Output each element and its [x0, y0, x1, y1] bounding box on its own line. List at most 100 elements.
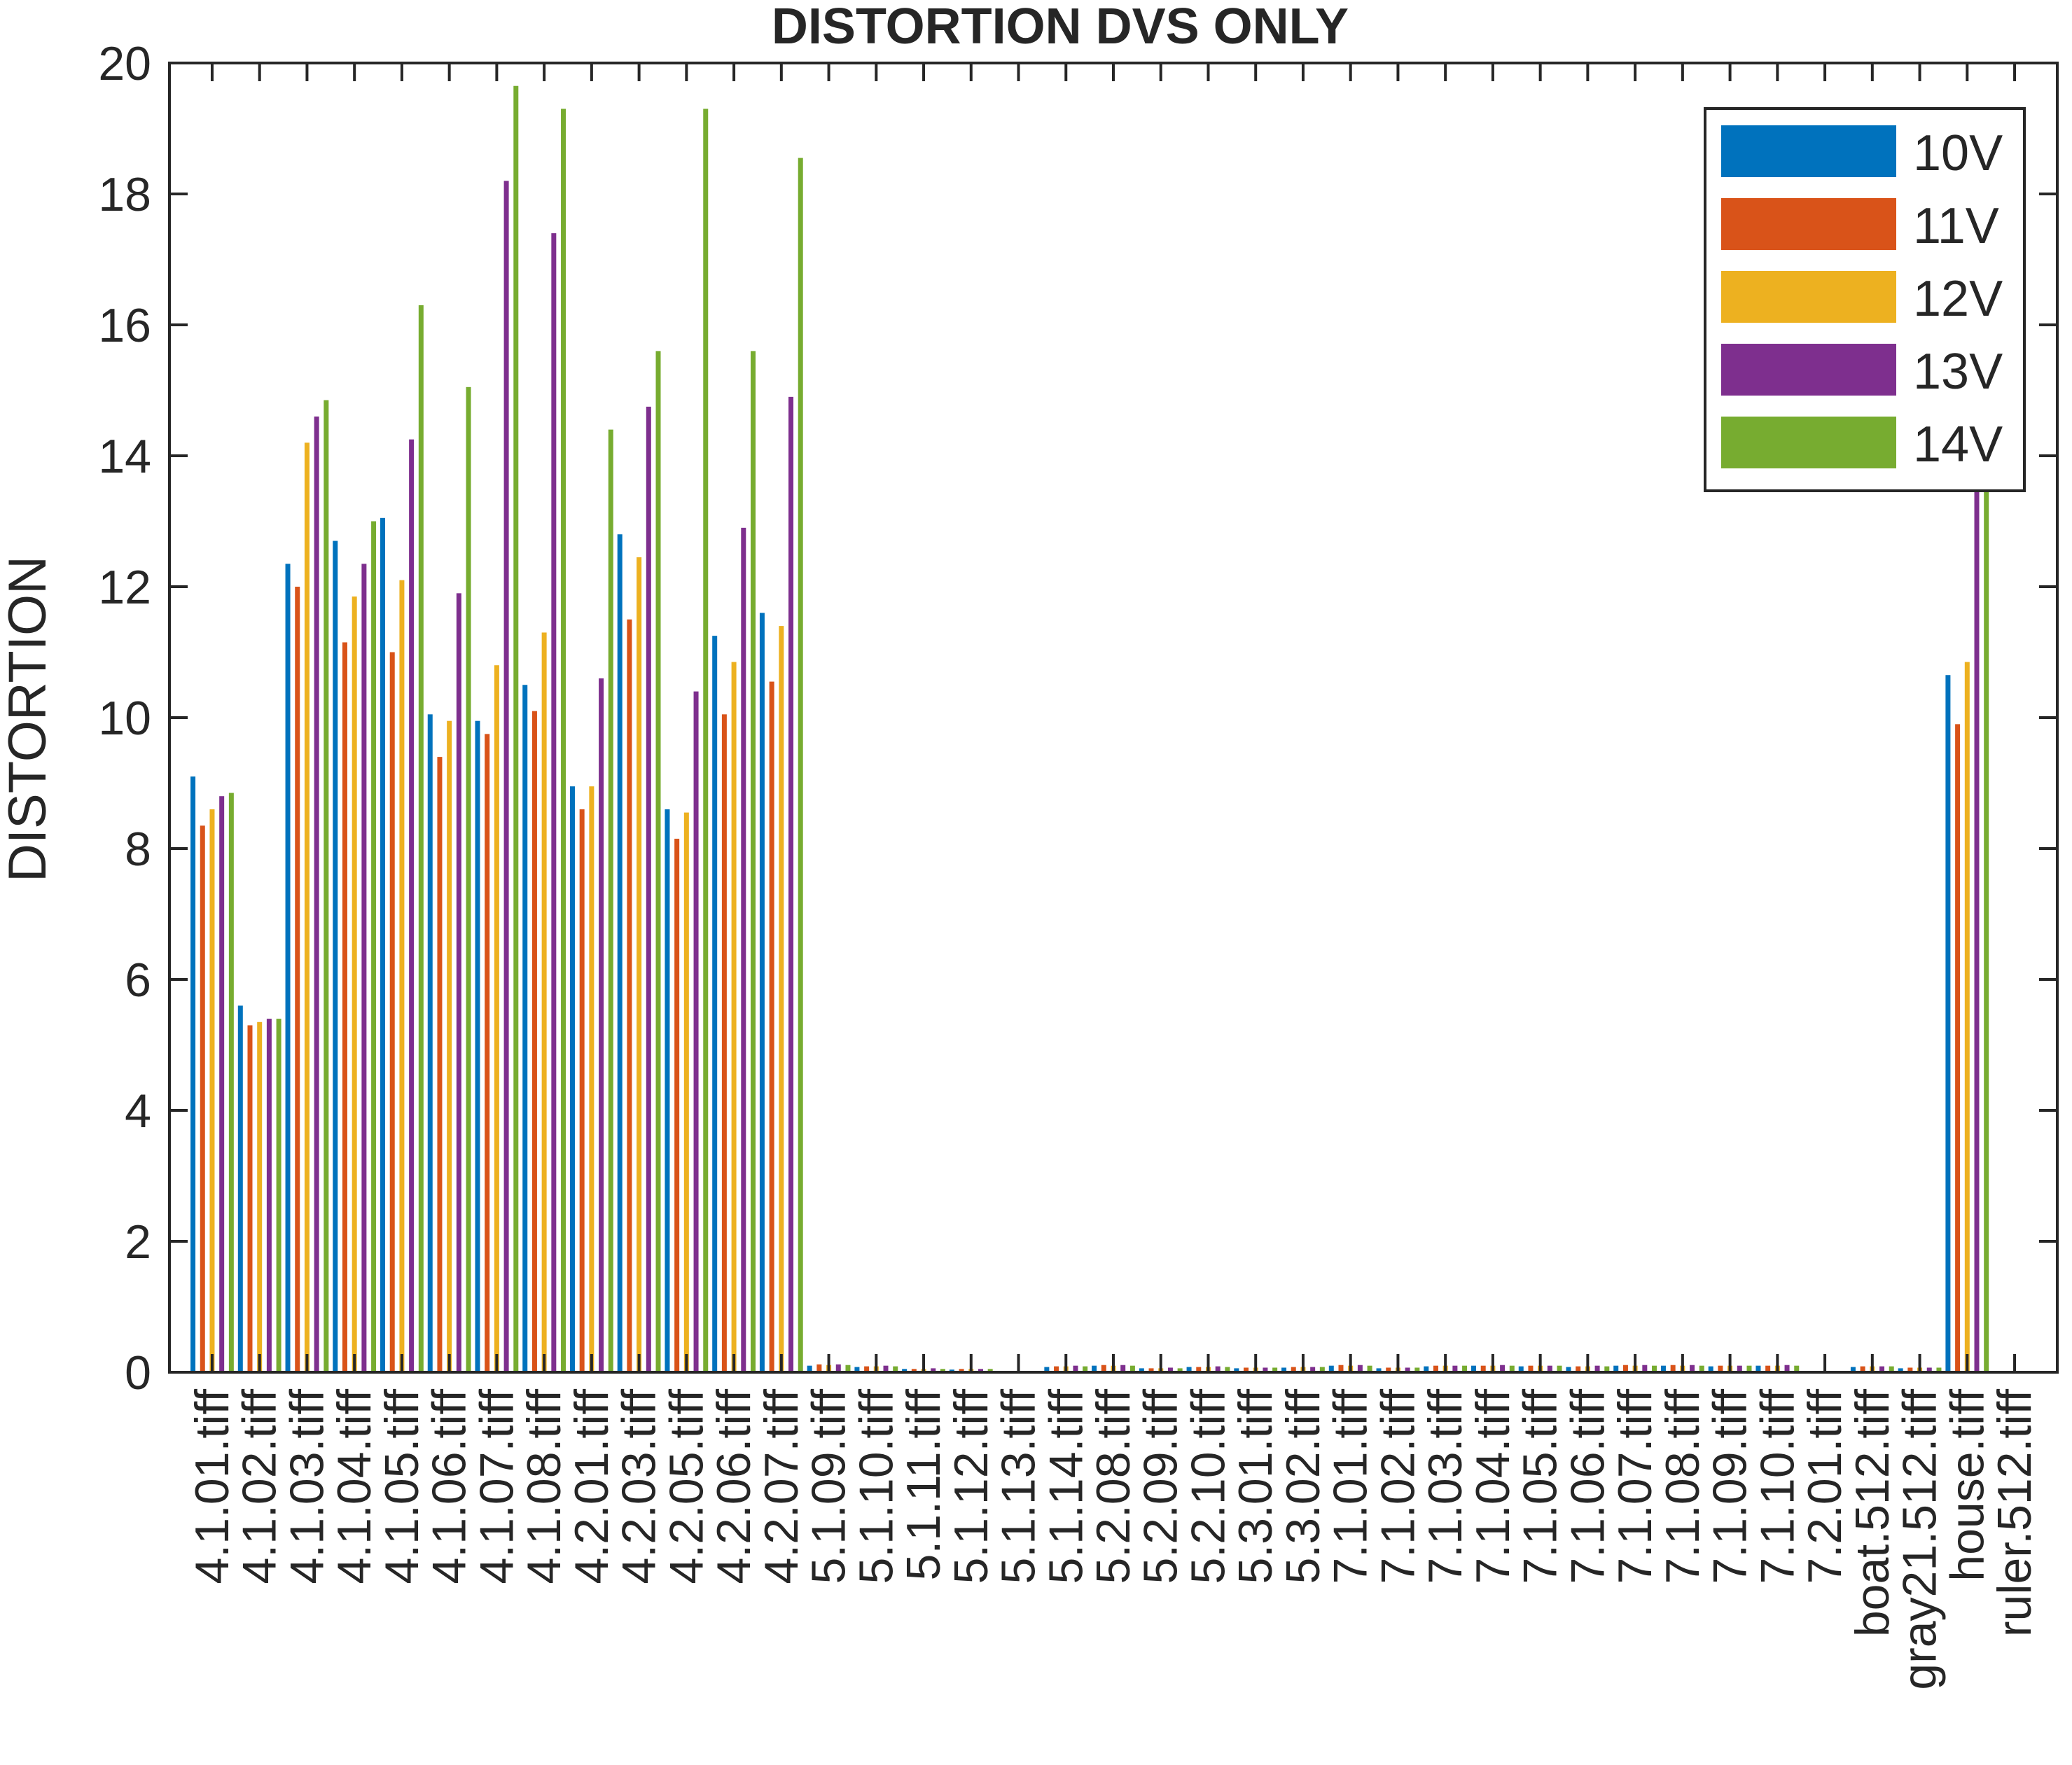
- bar-13V-5.2.08.tiff: [1120, 1365, 1126, 1372]
- x-tick-label: 4.1.07.tiff: [470, 1389, 523, 1584]
- bar-10V-5.3.02.tiff: [1281, 1367, 1287, 1372]
- bar-13V-boat.512.tiff: [1879, 1366, 1885, 1372]
- x-tick-label: 7.1.01.tiff: [1324, 1389, 1377, 1584]
- x-tick-label: 5.2.10.tiff: [1181, 1389, 1235, 1584]
- bar-14V-5.1.12.tiff: [987, 1369, 993, 1372]
- x-tick-label: 4.1.01.tiff: [186, 1389, 239, 1584]
- legend-swatch-12V: [1721, 271, 1896, 323]
- y-tick-label: 8: [125, 823, 151, 876]
- bar-13V-7.1.01.tiff: [1357, 1365, 1363, 1372]
- bar-14V-4.2.03.tiff: [655, 351, 661, 1372]
- bar-11V-7.1.02.tiff: [1386, 1367, 1391, 1372]
- x-tick-label: 4.2.07.tiff: [755, 1389, 808, 1584]
- y-tick-label: 20: [98, 37, 151, 90]
- bar-14V-5.2.09.tiff: [1177, 1368, 1183, 1372]
- bar-13V-4.2.06.tiff: [741, 527, 746, 1372]
- bar-14V-4.1.08.tiff: [561, 109, 566, 1373]
- bar-13V-4.2.05.tiff: [693, 691, 699, 1372]
- bar-13V-4.1.02.tiff: [266, 1019, 272, 1372]
- x-tick-label: 5.1.13.tiff: [992, 1389, 1045, 1584]
- y-tick-label: 12: [98, 561, 151, 614]
- bar-14V-7.1.01.tiff: [1367, 1365, 1372, 1372]
- y-tick-label: 0: [125, 1346, 151, 1400]
- bar-10V-4.1.01.tiff: [190, 776, 196, 1372]
- bar-11V-4.2.03.tiff: [627, 619, 632, 1372]
- bar-10V-5.2.09.tiff: [1139, 1368, 1144, 1372]
- legend-swatch-13V: [1721, 344, 1896, 396]
- y-tick-label: 4: [125, 1084, 151, 1138]
- bar-14V-4.1.01.tiff: [228, 793, 234, 1372]
- bar-13V-7.1.02.tiff: [1405, 1367, 1410, 1372]
- x-tick-label: gray21.512.tiff: [1893, 1389, 1947, 1690]
- bar-10V-house.tiff: [1945, 675, 1951, 1372]
- bar-14V-4.2.06.tiff: [750, 351, 756, 1372]
- bar-14V-5.2.10.tiff: [1225, 1367, 1230, 1372]
- y-tick-label: 6: [125, 954, 151, 1007]
- y-tick-label: 2: [125, 1215, 151, 1269]
- bar-11V-4.2.01.tiff: [579, 809, 585, 1372]
- bar-10V-5.2.10.tiff: [1186, 1367, 1192, 1372]
- legend-swatch-10V: [1721, 125, 1896, 177]
- x-tick-label: 4.2.05.tiff: [660, 1389, 713, 1584]
- bar-12V-4.2.06.tiff: [731, 662, 737, 1372]
- x-tick-label: 7.1.07.tiff: [1608, 1389, 1662, 1584]
- bar-14V-4.1.07.tiff: [513, 85, 519, 1373]
- bar-14V-5.1.10.tiff: [893, 1366, 898, 1372]
- bar-10V-boat.512.tiff: [1850, 1367, 1856, 1372]
- x-tick-label: 5.2.08.tiff: [1087, 1389, 1140, 1584]
- x-tick-label: 4.2.06.tiff: [707, 1389, 760, 1584]
- bars: [190, 85, 1989, 1373]
- bar-11V-4.1.03.tiff: [295, 587, 300, 1372]
- bar-14V-4.1.02.tiff: [276, 1019, 281, 1372]
- bar-14V-5.2.08.tiff: [1129, 1365, 1135, 1372]
- bar-10V-4.1.07.tiff: [475, 720, 480, 1372]
- x-tick-label: 5.2.09.tiff: [1134, 1389, 1188, 1584]
- chart-title: DISTORTION DVS ONLY: [772, 0, 1349, 55]
- bar-11V-7.1.03.tiff: [1433, 1365, 1438, 1372]
- bar-11V-boat.512.tiff: [1860, 1366, 1865, 1372]
- bar-10V-4.1.02.tiff: [237, 1005, 243, 1372]
- x-tick-label: 7.1.02.tiff: [1371, 1389, 1424, 1584]
- bar-10V-7.1.09.tiff: [1708, 1366, 1713, 1372]
- bar-11V-7.1.08.tiff: [1670, 1365, 1676, 1372]
- bar-14V-4.2.05.tiff: [703, 109, 709, 1373]
- legend-label-14V: 14V: [1913, 417, 2003, 473]
- legend-label-11V: 11V: [1913, 198, 1999, 254]
- x-tick-label: 5.1.11.tiff: [897, 1389, 950, 1581]
- x-tick-label: 7.1.08.tiff: [1656, 1389, 1709, 1584]
- bar-11V-4.2.06.tiff: [721, 714, 727, 1372]
- bar-13V-5.1.12.tiff: [978, 1369, 983, 1372]
- bar-11V-7.1.10.tiff: [1765, 1365, 1771, 1372]
- bar-10V-4.1.03.tiff: [285, 564, 291, 1372]
- bar-13V-7.1.07.tiff: [1642, 1365, 1648, 1372]
- bar-13V-7.1.03.tiff: [1452, 1365, 1458, 1372]
- bar-14V-boat.512.tiff: [1889, 1366, 1894, 1372]
- bar-14V-house.tiff: [1984, 482, 1989, 1372]
- bar-13V-7.1.09.tiff: [1737, 1365, 1742, 1372]
- bar-12V-house.tiff: [1964, 662, 1970, 1372]
- bar-10V-gray21.512.tiff: [1898, 1368, 1903, 1372]
- x-tick-label: 5.3.01.tiff: [1229, 1389, 1282, 1584]
- bar-13V-5.3.02.tiff: [1310, 1367, 1316, 1372]
- x-axis-ticks: 4.1.01.tiff4.1.02.tiff4.1.03.tiff4.1.04.…: [186, 63, 2041, 1690]
- x-tick-label: 5.1.12.tiff: [945, 1389, 998, 1584]
- bar-11V-5.3.02.tiff: [1291, 1367, 1296, 1372]
- bar-14V-7.1.05.tiff: [1557, 1365, 1562, 1372]
- bar-11V-7.1.04.tiff: [1480, 1365, 1486, 1372]
- bar-14V-4.1.03.tiff: [324, 400, 329, 1372]
- bar-14V-5.1.14.tiff: [1083, 1366, 1088, 1372]
- bar-14V-5.1.09.tiff: [845, 1365, 851, 1372]
- bar-12V-4.2.03.tiff: [637, 557, 642, 1373]
- y-tick-label: 10: [98, 692, 151, 745]
- bar-11V-5.2.10.tiff: [1196, 1367, 1202, 1372]
- x-tick-label: 4.2.03.tiff: [613, 1389, 666, 1584]
- bar-14V-5.1.11.tiff: [940, 1369, 945, 1372]
- y-axis-label: DISTORTION: [0, 556, 57, 882]
- x-tick-label: 4.2.01.tiff: [565, 1389, 618, 1584]
- bar-11V-5.2.09.tiff: [1148, 1368, 1154, 1372]
- y-tick-label: 16: [98, 299, 151, 352]
- bar-10V-5.1.14.tiff: [1044, 1367, 1050, 1372]
- bar-14V-4.1.04.tiff: [371, 521, 377, 1372]
- bar-10V-4.1.08.tiff: [522, 685, 528, 1372]
- x-tick-label: 7.1.04.tiff: [1466, 1389, 1520, 1584]
